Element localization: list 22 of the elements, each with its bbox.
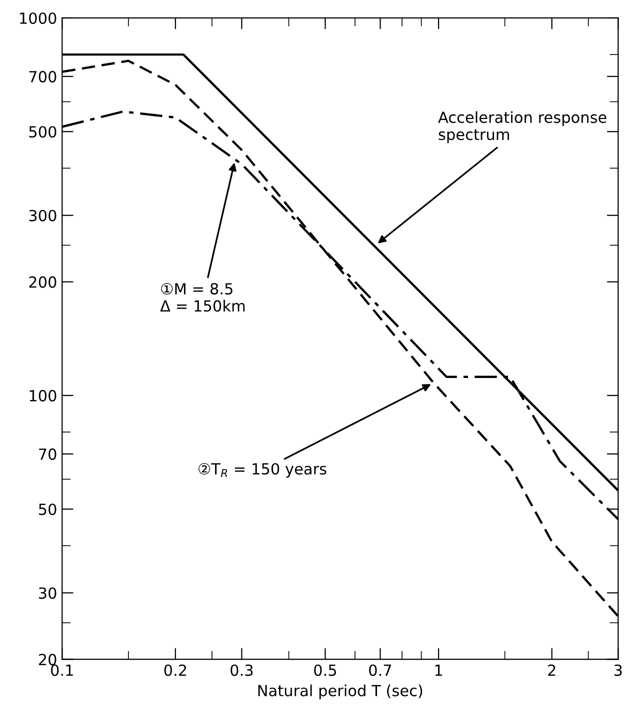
x-tick-label: 3 bbox=[614, 664, 622, 676]
y-tick-label: 200 bbox=[29, 276, 56, 288]
annotation: ②T$_{R}$ = 150 years bbox=[198, 463, 326, 478]
y-tick-label: 70 bbox=[39, 448, 56, 460]
y-tick-label: 50 bbox=[39, 504, 56, 516]
x-tick-label: 0.2 bbox=[164, 664, 186, 676]
x-tick-label: 0.1 bbox=[50, 664, 73, 676]
y-tick-label: 300 bbox=[29, 210, 56, 222]
y-tick-label: 700 bbox=[29, 70, 56, 82]
x-tick-label: 0.7 bbox=[369, 664, 392, 676]
y-tick-label: 100 bbox=[30, 390, 56, 402]
y-tick-label: 1000 bbox=[20, 12, 56, 24]
annotation: Acceleration response spectrum bbox=[438, 111, 606, 144]
y-tick-label: 20 bbox=[38, 654, 56, 666]
x-tick-label: 1 bbox=[435, 664, 442, 676]
x-tick-label: 0.3 bbox=[230, 664, 253, 676]
annotation: ①M = 8.5 Δ = 150km bbox=[160, 283, 245, 312]
x-tick-label: 0.5 bbox=[314, 664, 336, 676]
x-tick-label: 2 bbox=[548, 664, 556, 676]
x-axis-title: Natural period T (sec) bbox=[258, 684, 422, 700]
y-tick-label: 30 bbox=[38, 587, 56, 599]
y-tick-label: 500 bbox=[29, 126, 56, 138]
